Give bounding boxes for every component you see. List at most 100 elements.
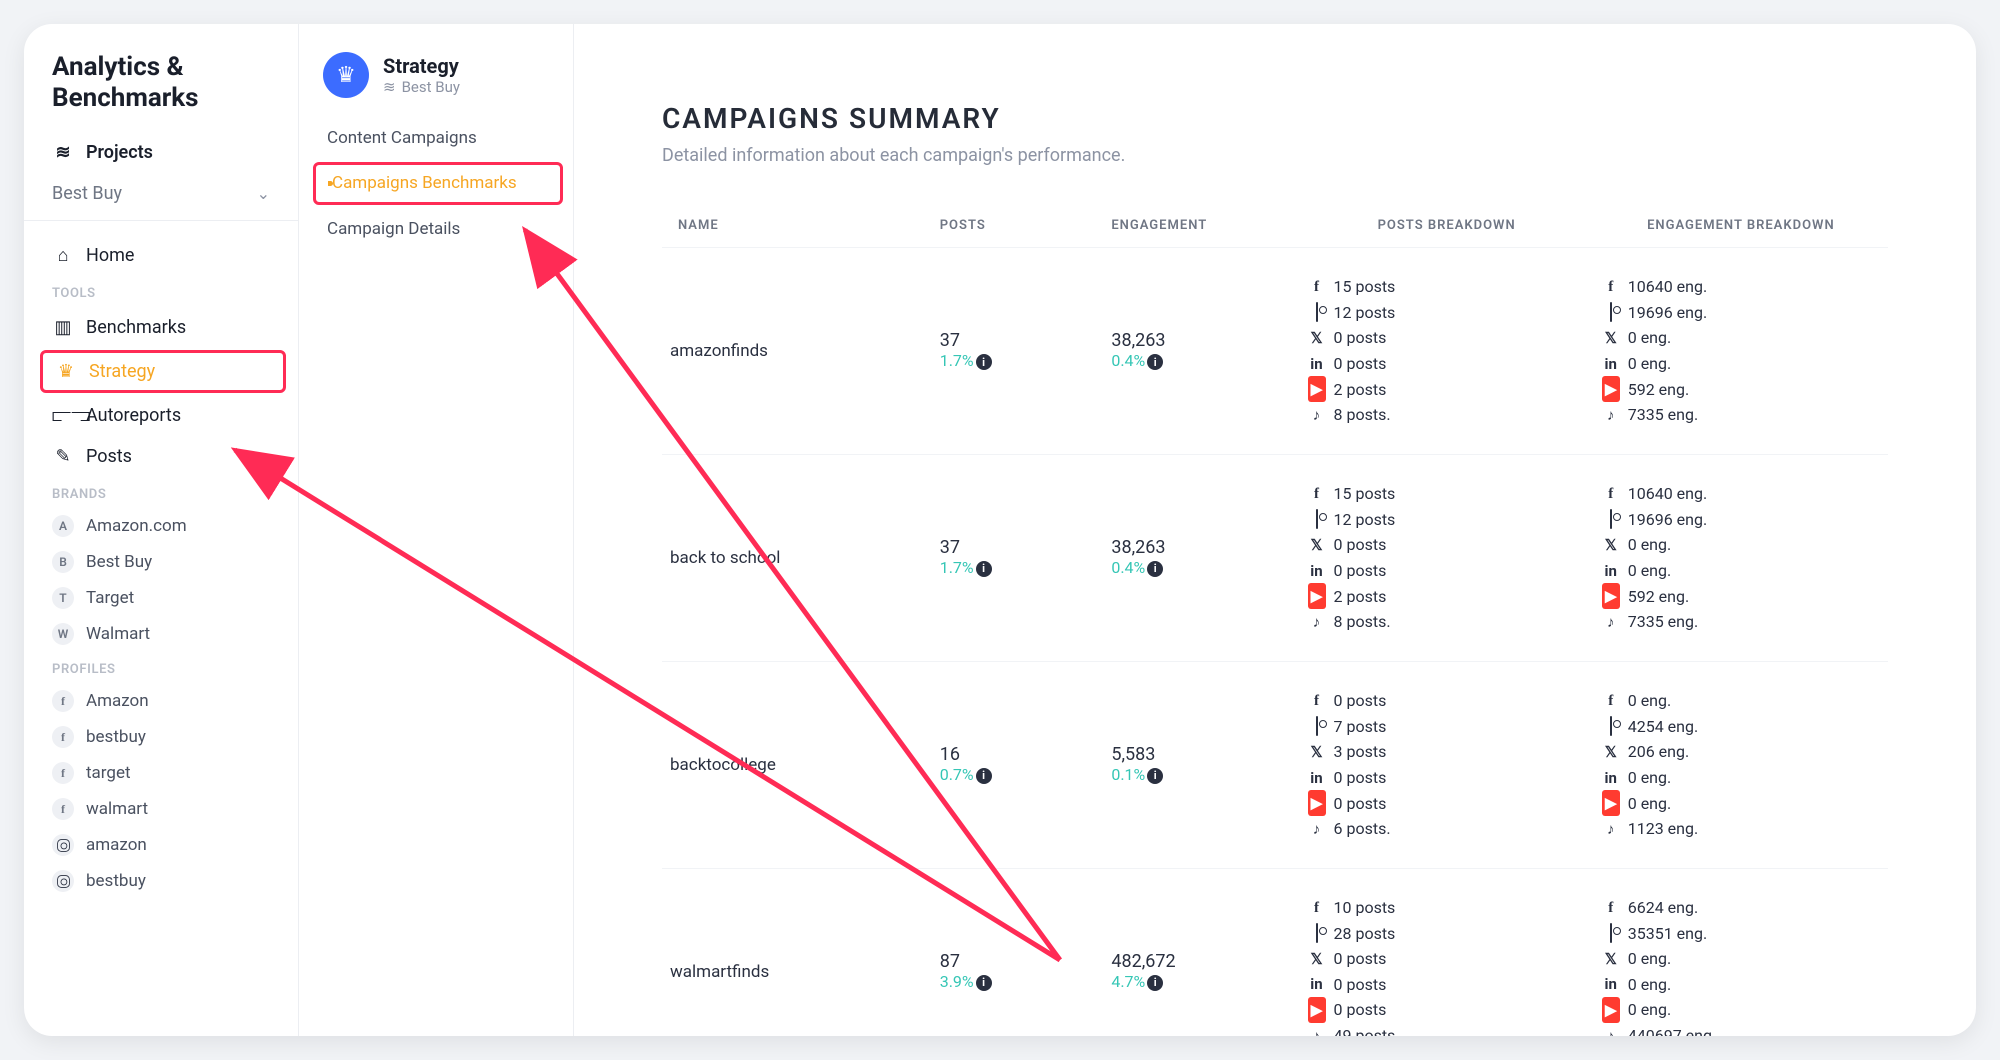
subpanel-subtitle-text: Best Buy — [402, 78, 460, 96]
x-icon — [1308, 740, 1326, 764]
home-label: Home — [86, 245, 134, 266]
profile-name: amazon — [86, 835, 147, 855]
profile-item[interactable]: f walmart — [24, 791, 298, 827]
col-engagement[interactable]: ENGAGEMENT — [1103, 204, 1299, 248]
facebook-icon: f — [52, 798, 74, 820]
subpanel-header: ♛ Strategy ≋ Best Buy — [299, 48, 573, 116]
brand-initial-badge: B — [52, 551, 74, 573]
subpanel-item-content-campaigns[interactable]: Content Campaigns — [299, 116, 573, 160]
youtube-icon: ▶ — [1602, 790, 1620, 816]
brand-item[interactable]: WWalmart — [24, 616, 298, 652]
info-icon[interactable]: i — [976, 975, 992, 991]
facebook-icon: f — [1602, 896, 1620, 920]
brand-name: Amazon.com — [86, 516, 187, 536]
table-row[interactable]: back to school 37 1.7%i 38,263 0.4%i f15… — [662, 454, 1888, 661]
breakdown-list: f0 posts 7 posts 3 posts in0 posts ▶0 po… — [1308, 688, 1586, 842]
autoreports-label: Autoreports — [86, 405, 181, 426]
col-posts[interactable]: POSTS — [932, 204, 1104, 248]
x-icon — [1308, 326, 1326, 350]
breakdown-list: f15 posts 12 posts 0 posts in0 posts ▶2 … — [1308, 274, 1586, 428]
youtube-icon: ▶ — [1308, 997, 1326, 1023]
profile-item[interactable]: fAmazon — [24, 683, 298, 719]
selected-project: Best Buy — [52, 183, 122, 204]
youtube-icon: ▶ — [1308, 583, 1326, 609]
benchmarks-icon: ▥ — [52, 317, 74, 338]
instagram-icon — [1602, 714, 1620, 738]
cell-engagement: 38,263 0.4%i — [1103, 454, 1299, 661]
brands-section-label: BRANDS — [24, 477, 298, 508]
profile-name: target — [86, 763, 131, 783]
campaigns-table: NAME POSTS ENGAGEMENT POSTS BREAKDOWN EN… — [662, 204, 1888, 1036]
info-icon[interactable]: i — [1147, 354, 1163, 370]
table-row[interactable]: walmartfinds 87 3.9%i 482,672 4.7%i f10 … — [662, 868, 1888, 1036]
linkedin-icon: in — [1308, 352, 1326, 376]
profile-item[interactable]: ftarget — [24, 755, 298, 791]
brand-item[interactable]: AAmazon.com — [24, 508, 298, 544]
col-engagement-breakdown[interactable]: ENGAGEMENT BREAKDOWN — [1594, 204, 1888, 248]
cell-posts: 87 3.9%i — [932, 868, 1104, 1036]
subpanel-item-campaign-details[interactable]: Campaign Details — [299, 207, 573, 251]
profile-item[interactable]: bestbuy — [24, 863, 298, 899]
info-icon[interactable]: i — [976, 561, 992, 577]
cell-engagement: 38,263 0.4%i — [1103, 248, 1299, 455]
page-subtitle: Detailed information about each campaign… — [662, 145, 1888, 166]
sidebar-item-posts[interactable]: ✎ Posts — [24, 436, 298, 477]
breakdown-list: f10640 eng. 19696 eng. 0 eng. in0 eng. ▶… — [1602, 481, 1880, 635]
brand-item[interactable]: TTarget — [24, 580, 298, 616]
youtube-icon: ▶ — [1308, 790, 1326, 816]
col-name[interactable]: NAME — [662, 204, 932, 248]
cell-posts-breakdown: f0 posts 7 posts 3 posts in0 posts ▶0 po… — [1300, 661, 1594, 868]
tiktok-icon — [1602, 403, 1620, 427]
linkedin-icon: in — [1602, 766, 1620, 790]
project-select[interactable]: Best Buy ⌄ — [24, 173, 298, 221]
profile-name: Amazon — [86, 691, 149, 711]
cell-engagement-breakdown: f10640 eng. 19696 eng. 0 eng. in0 eng. ▶… — [1594, 248, 1888, 455]
instagram-icon — [1602, 507, 1620, 531]
youtube-icon: ▶ — [1308, 376, 1326, 402]
info-icon[interactable]: i — [1147, 561, 1163, 577]
table-row[interactable]: amazonfinds 37 1.7%i 38,263 0.4%i f15 po… — [662, 248, 1888, 455]
strategy-icon: ♛ — [55, 361, 77, 382]
info-icon[interactable]: i — [1147, 975, 1163, 991]
profile-item[interactable]: amazon — [24, 827, 298, 863]
x-icon — [1602, 326, 1620, 350]
info-icon[interactable]: i — [1147, 768, 1163, 784]
projects-heading: ≋ Projects — [24, 132, 298, 173]
tools-section-label: TOOLS — [24, 276, 298, 307]
x-icon — [1602, 533, 1620, 557]
linkedin-icon: in — [1602, 559, 1620, 583]
layers-icon: ≋ — [52, 142, 74, 163]
cell-posts: 16 0.7%i — [932, 661, 1104, 868]
sidebar-item-autoreports[interactable]: ⫍⫎ Autoreports — [24, 395, 298, 436]
cell-posts: 37 1.7%i — [932, 248, 1104, 455]
brand-name: Target — [86, 588, 134, 608]
facebook-icon: f — [1308, 896, 1326, 920]
sidebar-item-benchmarks[interactable]: ▥ Benchmarks — [24, 307, 298, 348]
posts-icon: ✎ — [52, 446, 74, 467]
instagram-icon — [1602, 300, 1620, 324]
home-icon: ⌂ — [52, 245, 74, 266]
brand-item[interactable]: BBest Buy — [24, 544, 298, 580]
cell-name: walmartfinds — [662, 868, 932, 1036]
strategy-label: Strategy — [89, 361, 155, 382]
profile-item[interactable]: fbestbuy — [24, 719, 298, 755]
x-icon — [1602, 947, 1620, 971]
linkedin-icon: in — [1602, 972, 1620, 996]
x-icon — [1602, 740, 1620, 764]
facebook-icon: f — [1308, 689, 1326, 713]
cell-posts-breakdown: f15 posts 12 posts 0 posts in0 posts ▶2 … — [1300, 248, 1594, 455]
instagram-icon — [52, 834, 74, 856]
info-icon[interactable]: i — [976, 354, 992, 370]
tiktok-icon — [1308, 403, 1326, 427]
table-row[interactable]: backtocollege 16 0.7%i 5,583 0.1%i f0 po… — [662, 661, 1888, 868]
profile-name: walmart — [86, 799, 148, 819]
app-title: Analytics & Benchmarks — [24, 52, 298, 132]
subpanel-item-campaigns-benchmarks[interactable]: Campaigns Benchmarks — [328, 171, 554, 196]
cell-engagement: 5,583 0.1%i — [1103, 661, 1299, 868]
info-icon[interactable]: i — [976, 768, 992, 784]
sidebar-item-home[interactable]: ⌂ Home — [24, 235, 298, 276]
tiktok-icon — [1602, 1024, 1620, 1036]
sidebar-item-strategy[interactable]: ♛ Strategy — [51, 357, 279, 386]
col-posts-breakdown[interactable]: POSTS BREAKDOWN — [1300, 204, 1594, 248]
subpanel-title: Strategy — [383, 54, 460, 78]
